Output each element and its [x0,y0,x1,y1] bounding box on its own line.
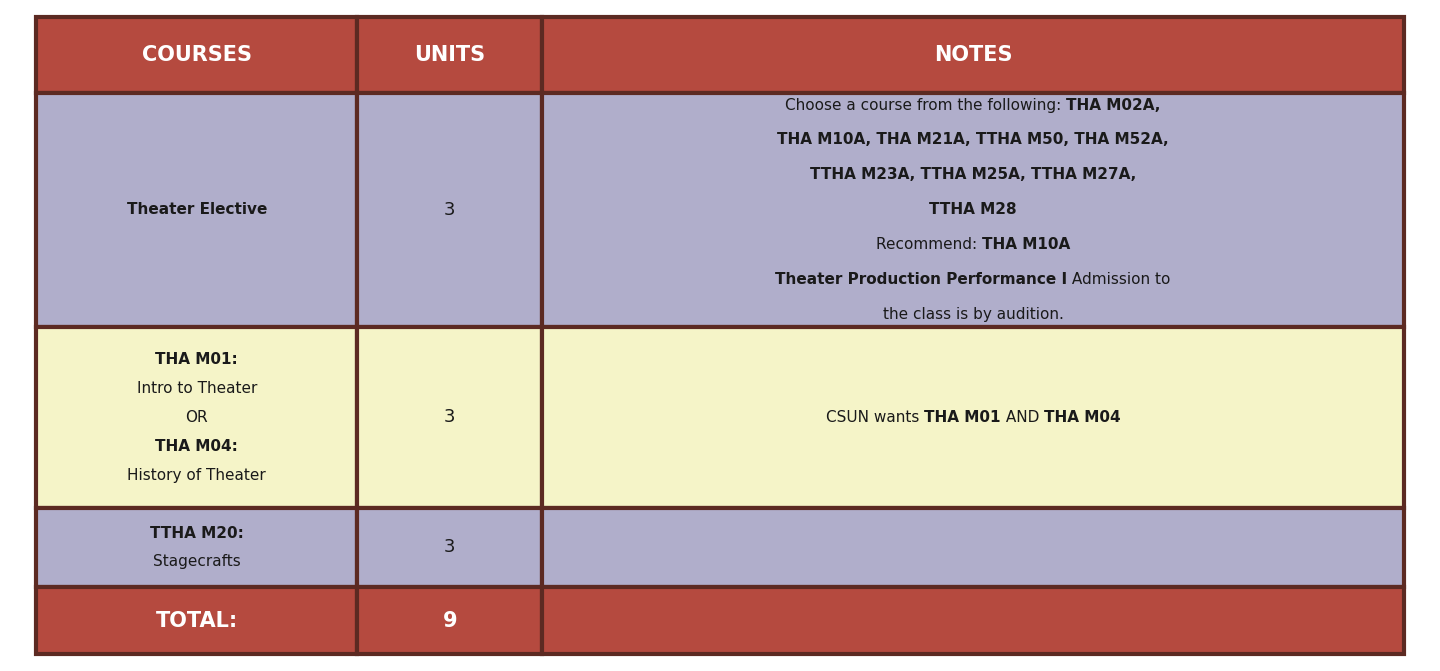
Bar [357,17,541,93]
Text: Recommend:: Recommend: [876,237,982,252]
Bar [541,508,1404,587]
Bar [357,327,541,508]
Text: 3: 3 [444,201,455,219]
Text: COURSES: COURSES [141,45,252,65]
Text: Theater Elective: Theater Elective [127,202,266,217]
Bar [36,508,357,587]
Bar [541,93,1404,327]
Text: THA M02A,: THA M02A, [1067,97,1161,113]
Text: NOTES: NOTES [933,45,1012,65]
Text: THA M10A: THA M10A [982,237,1070,252]
Text: THA M10A, THA M21A, TTHA M50, THA M52A,: THA M10A, THA M21A, TTHA M50, THA M52A, [778,132,1169,148]
Text: Admission to: Admission to [1067,272,1171,287]
Bar [36,93,357,327]
Text: CSUN wants: CSUN wants [825,410,924,425]
Text: TTHA M23A, TTHA M25A, TTHA M27A,: TTHA M23A, TTHA M25A, TTHA M27A, [809,167,1136,183]
Text: 3: 3 [444,409,455,426]
Text: Intro to Theater: Intro to Theater [137,381,256,396]
Text: TTHA M28: TTHA M28 [929,202,1017,217]
Bar [36,587,357,654]
Text: THA M01: THA M01 [924,410,1001,425]
Text: THA M04: THA M04 [1044,410,1120,425]
Bar [357,93,541,327]
Text: the class is by audition.: the class is by audition. [883,307,1064,322]
Bar [36,327,357,508]
Text: 9: 9 [442,611,456,631]
Bar [541,587,1404,654]
Text: TOTAL:: TOTAL: [156,611,238,631]
Text: AND: AND [1001,410,1044,425]
Text: THA M04:: THA M04: [156,439,238,454]
Bar [36,17,357,93]
Bar [541,17,1404,93]
Text: TTHA M20:: TTHA M20: [150,525,243,541]
Text: 3: 3 [444,539,455,556]
Text: Stagecrafts: Stagecrafts [153,554,240,570]
Bar [357,587,541,654]
Bar [357,508,541,587]
Text: History of Theater: History of Theater [127,468,266,482]
Text: OR: OR [186,410,207,425]
Text: THA M01:: THA M01: [156,352,238,367]
Bar [541,327,1404,508]
Text: Theater Production Performance I: Theater Production Performance I [775,272,1067,287]
Text: UNITS: UNITS [415,45,485,65]
Text: Choose a course from the following:: Choose a course from the following: [785,97,1067,113]
